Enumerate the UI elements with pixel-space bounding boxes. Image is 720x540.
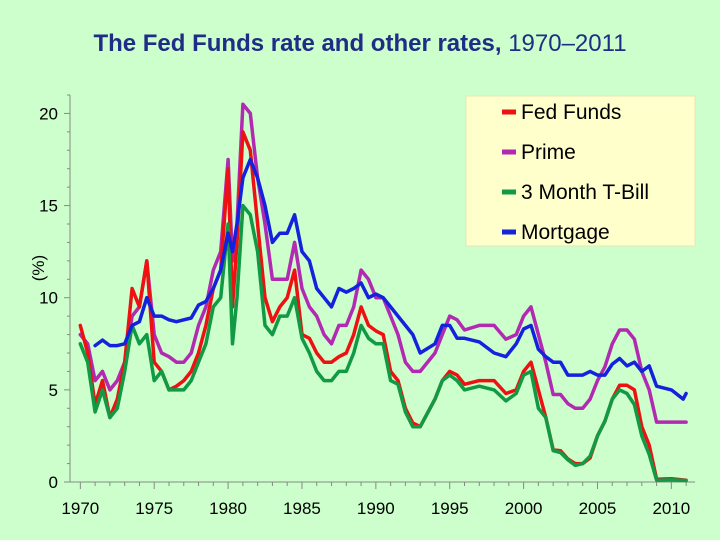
series-layer (78, 102, 688, 483)
x-tick-label: 1990 (357, 499, 395, 518)
legend-label-3-month-t-bill: 3 Month T-Bill (521, 181, 649, 204)
legend: Fed Funds Prime 3 Month T-Bill Mortgage (465, 95, 696, 247)
legend-label-mortgage: Mortgage (521, 221, 610, 244)
x-tick-label: 2000 (505, 499, 543, 518)
y-axis-label: (%) (29, 255, 48, 281)
chart-title: The Fed Funds rate and other rates, 1970… (0, 30, 720, 58)
chart-title-main: The Fed Funds rate and other rates, (93, 30, 502, 57)
x-tick-label: 1985 (283, 499, 321, 518)
y-tick-label: 15 (39, 197, 58, 216)
x-tick-label: 1980 (209, 499, 247, 518)
axes: 0 5 10 15 20 1970 1975 1980 1985 1990 1995 2000 2005… (39, 94, 695, 518)
x-tick-label: 2005 (579, 499, 617, 518)
x-tick-label: 1995 (431, 499, 469, 518)
y-tick-label: 10 (39, 289, 58, 308)
y-tick-label: 20 (39, 104, 58, 123)
x-tick-label: 1970 (61, 499, 99, 518)
legend-label-fed-funds: Fed Funds (521, 101, 621, 124)
series-line-prime (78, 102, 688, 424)
x-tick-label: 2010 (652, 499, 690, 518)
x-tick-label: 1975 (135, 499, 173, 518)
series-line-3-month-t-bill (78, 203, 688, 483)
series-line-mortgage (93, 157, 688, 401)
legend-label-prime: Prime (521, 141, 576, 164)
legend-box (465, 95, 696, 247)
y-tick-label: 0 (49, 473, 58, 492)
chart-title-years: 1970–2011 (508, 30, 627, 57)
y-tick-label: 5 (49, 381, 58, 400)
